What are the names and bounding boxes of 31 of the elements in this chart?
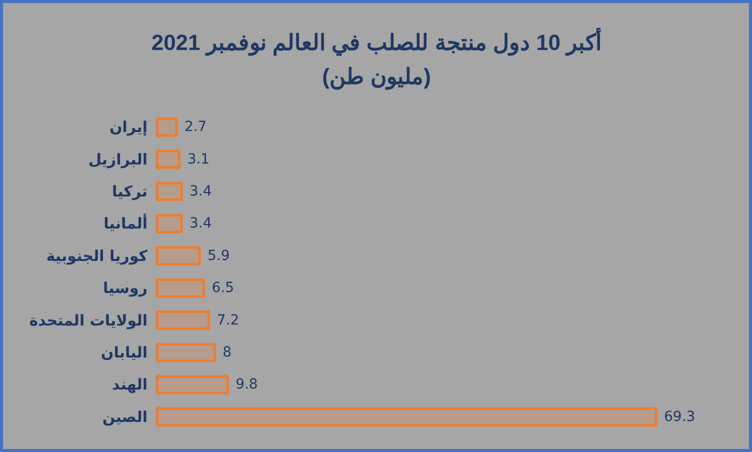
- bar: [156, 214, 183, 234]
- bar: [156, 182, 183, 202]
- bar: [156, 117, 178, 137]
- data-label: 8: [222, 344, 232, 360]
- data-label: 3.1: [187, 151, 210, 168]
- bar: [156, 407, 658, 427]
- y-tick-label: روسيا: [103, 279, 148, 298]
- y-tick-label: الصين: [102, 408, 148, 426]
- data-label: 7.2: [216, 312, 240, 328]
- data-label: 2.7: [184, 119, 207, 136]
- y-tick-label: تركيا: [112, 182, 148, 200]
- data-label: 3.4: [189, 184, 212, 200]
- data-label: 9.8: [236, 376, 258, 393]
- bar: [156, 342, 216, 362]
- y-tick-label: ألمانيا: [104, 214, 148, 233]
- chart-title: أكبر 10 دول منتجة للصلب في العالم نوفمبر 2021 (مليون طن): [151, 27, 602, 90]
- y-tick-label: الولايات المتحدة: [29, 311, 148, 330]
- bar: [156, 150, 181, 169]
- data-label: 69.3: [664, 408, 696, 425]
- y-tick-label: إيران: [109, 118, 148, 136]
- bar: [156, 310, 210, 330]
- bar: [156, 375, 229, 394]
- bar: [156, 278, 206, 298]
- data-label: 6.5: [212, 280, 234, 296]
- y-tick-label: كوريا الجنوبية: [46, 246, 148, 265]
- y-tick-label: البرازيل: [88, 150, 148, 168]
- data-label: 5.9: [207, 248, 230, 264]
- y-tick-label: الهند: [112, 376, 148, 394]
- data-label: 3.4: [189, 216, 212, 232]
- bar: [156, 246, 201, 266]
- y-tick-label: اليابان: [100, 344, 148, 362]
